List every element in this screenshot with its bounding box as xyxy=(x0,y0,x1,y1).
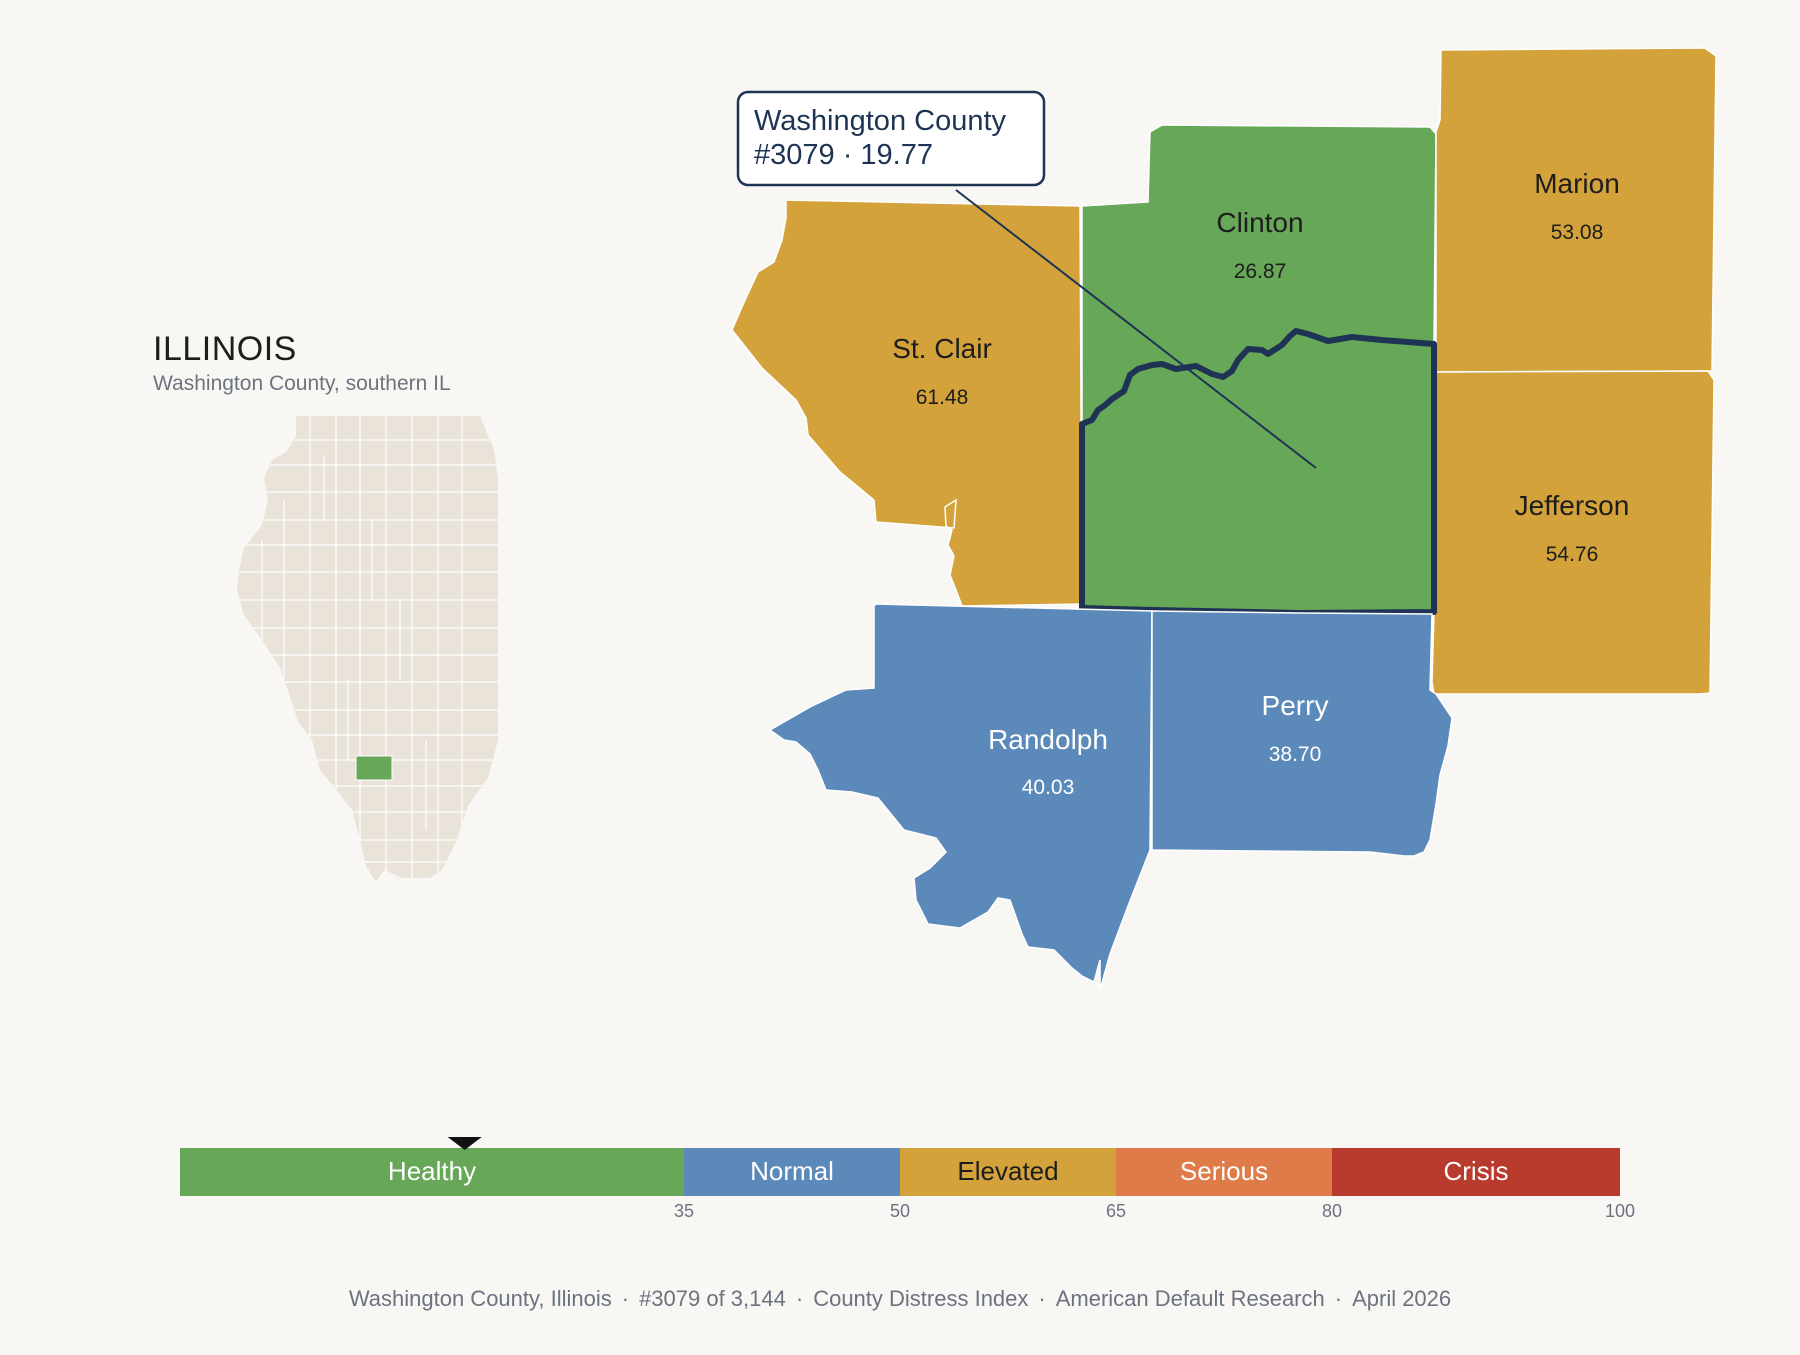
legend-tick-label: 50 xyxy=(890,1201,910,1221)
legend-bin-normal xyxy=(684,1148,900,1196)
footer-separator: · xyxy=(1334,1286,1343,1311)
county-value-st-clair: 61.48 xyxy=(916,386,969,409)
main-county-map: St. Clair 61.48 Clinton 26.87 Marion 53.… xyxy=(731,47,1717,991)
footer-rank: #3079 of 3,144 xyxy=(639,1286,786,1311)
footer-source: American Default Research xyxy=(1055,1286,1325,1311)
legend-label-elevated: Elevated xyxy=(957,1156,1058,1186)
legend-label-normal: Normal xyxy=(750,1156,834,1186)
county-randolph[interactable] xyxy=(768,603,1153,991)
legend-tick-label: 35 xyxy=(674,1201,694,1221)
county-label-perry: Perry xyxy=(1262,690,1329,721)
footer-separator: · xyxy=(1038,1286,1046,1311)
callout-box xyxy=(736,90,1046,187)
county-callout: Washington County #3079 · 19.77 xyxy=(736,90,1046,187)
footer: Washington County, Illinois · #3079 of 3,1… xyxy=(0,1286,1800,1312)
footer-separator: · xyxy=(621,1286,630,1311)
county-value-jefferson: 54.76 xyxy=(1546,543,1599,566)
legend-tick-label: 65 xyxy=(1106,1201,1126,1221)
illinois-inset-map xyxy=(237,416,498,882)
county-label-st-clair: St. Clair xyxy=(892,333,992,364)
county-label-randolph: Randolph xyxy=(988,724,1108,755)
illinois-state-shape xyxy=(237,416,498,882)
county-washington[interactable] xyxy=(1079,328,1437,616)
county-marion[interactable] xyxy=(1435,47,1717,373)
inset-washington-county xyxy=(355,755,393,781)
callout-rank-value: #3079 · 19.77 xyxy=(754,139,933,171)
callout-leader-line xyxy=(955,189,1317,469)
inset-state-title: ILLINOIS xyxy=(153,330,297,368)
legend-bin-crisis xyxy=(1332,1148,1620,1196)
legend-bin-elevated xyxy=(900,1148,1116,1196)
legend-bin-healthy xyxy=(180,1148,684,1196)
county-value-marion: 53.08 xyxy=(1551,221,1604,244)
county-label-jefferson: Jefferson xyxy=(1515,490,1630,521)
legend-marker-triangle-icon xyxy=(447,1137,482,1150)
legend-tick-label: 100 xyxy=(1605,1201,1635,1221)
footer-separator: · xyxy=(795,1286,804,1311)
legend-label-crisis: Crisis xyxy=(1444,1156,1509,1186)
legend-label-healthy: Healthy xyxy=(388,1156,476,1186)
legend-tick-label: 80 xyxy=(1322,1201,1342,1221)
distress-legend: Healthy Normal Elevated Serious Crisis 35 50 65… xyxy=(180,1137,1635,1221)
county-value-randolph: 40.03 xyxy=(1022,776,1075,799)
footer-index: County Distress Index xyxy=(813,1286,1029,1311)
county-value-perry: 38.70 xyxy=(1269,743,1322,766)
county-label-clinton: Clinton xyxy=(1216,207,1303,238)
county-st-clair[interactable] xyxy=(731,199,1083,607)
county-perry[interactable] xyxy=(1151,610,1453,857)
callout-title: Washington County xyxy=(754,105,1007,137)
county-jefferson[interactable] xyxy=(1431,370,1715,695)
inset-subtitle: Washington County, southern IL xyxy=(153,372,451,395)
legend-bin-serious xyxy=(1116,1148,1332,1196)
footer-date: April 2026 xyxy=(1352,1286,1452,1311)
county-value-clinton: 26.87 xyxy=(1234,260,1287,283)
county-label-marion: Marion xyxy=(1534,168,1620,199)
footer-county: Washington County, Illinois xyxy=(348,1286,612,1311)
legend-label-serious: Serious xyxy=(1180,1156,1268,1186)
